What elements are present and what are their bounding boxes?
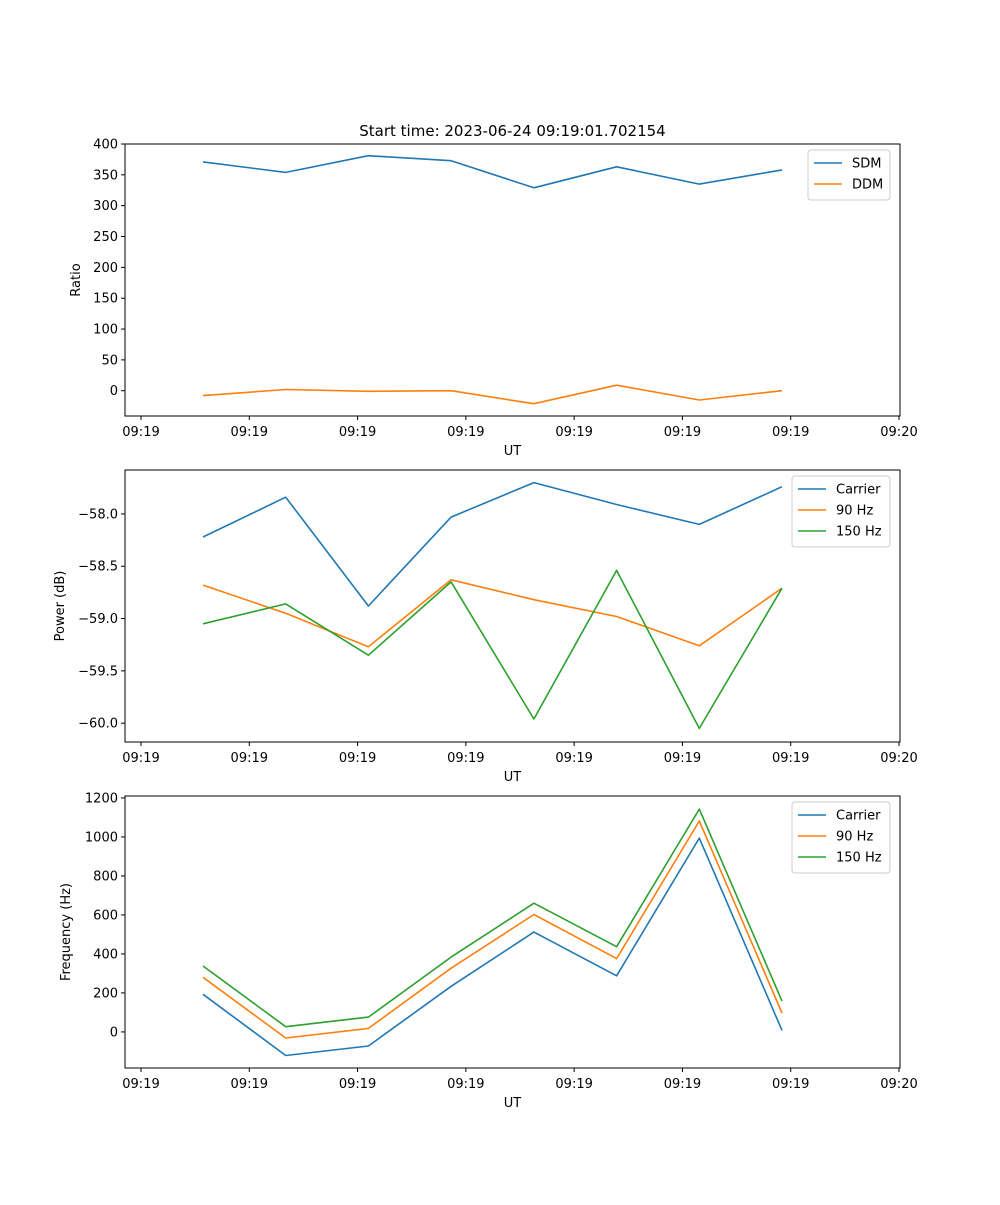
legend-label: SDM xyxy=(852,157,881,172)
y-tick-label: −59.5 xyxy=(78,664,118,679)
y-tick-label: 350 xyxy=(93,168,118,183)
x-tick-label: 09:19 xyxy=(122,1077,159,1092)
series-line-ddm xyxy=(202,384,783,405)
y-tick-label: −60.0 xyxy=(78,717,118,732)
x-tick-label: 09:19 xyxy=(772,751,809,766)
axes-frame xyxy=(124,143,901,417)
y-tick-label: 1200 xyxy=(85,791,118,806)
y-tick-label: 600 xyxy=(93,908,118,923)
x-tick-label: 09:19 xyxy=(555,1077,592,1092)
legend: Carrier 90 Hz 150 Hz xyxy=(791,475,891,548)
x-axis-label: UT xyxy=(504,1096,522,1111)
x-tick-label: 09:20 xyxy=(880,1077,917,1092)
x-tick-label: 09:20 xyxy=(880,425,917,440)
x-tick-label: 09:19 xyxy=(772,425,809,440)
x-tick-label: 09:19 xyxy=(122,751,159,766)
legend: Carrier 90 Hz 150 Hz xyxy=(791,801,891,874)
x-axis-label: UT xyxy=(504,770,522,785)
axes-frame xyxy=(124,469,901,743)
legend-box xyxy=(791,475,891,548)
y-tick-label: −58.0 xyxy=(78,507,118,522)
legend-label: 150 Hz xyxy=(836,851,882,866)
y-tick-label: 250 xyxy=(93,230,118,245)
x-tick-label: 09:19 xyxy=(231,425,268,440)
y-tick-label: 0 xyxy=(110,1025,118,1040)
x-tick-label: 09:19 xyxy=(122,425,159,440)
series-line-sdm xyxy=(202,154,783,189)
x-tick-label: 09:19 xyxy=(231,751,268,766)
y-tick-label: 200 xyxy=(93,986,118,1001)
x-tick-label: 09:19 xyxy=(339,425,376,440)
x-tick-label: 09:19 xyxy=(555,751,592,766)
x-tick-label: 09:19 xyxy=(555,425,592,440)
panel-2: 09:19 09:19 09:19 09:19 09:19 09:19 09:19 09:20… xyxy=(53,469,918,785)
y-axis-label: Ratio xyxy=(69,263,84,296)
y-axis-label: Frequency (Hz) xyxy=(59,883,74,981)
y-tick-label: 400 xyxy=(93,947,118,962)
panel-1: 09:19 09:19 09:19 09:19 09:19 09:19 09:19 09:20… xyxy=(69,138,918,460)
x-tick-label: 09:19 xyxy=(664,1077,701,1092)
y-tick-label: 200 xyxy=(93,261,118,276)
x-tick-label: 09:19 xyxy=(231,1077,268,1092)
legend-label: 90 Hz xyxy=(836,504,873,519)
y-tick-label: 800 xyxy=(93,869,118,884)
x-tick-label: 09:19 xyxy=(339,1077,376,1092)
x-tick-label: 09:19 xyxy=(447,425,484,440)
y-tick-label: −59.0 xyxy=(78,612,118,627)
x-axis-label: UT xyxy=(504,444,522,459)
legend-label: DDM xyxy=(852,178,883,193)
legend: SDM DDM xyxy=(807,149,891,201)
legend-label: 150 Hz xyxy=(836,525,882,540)
y-tick-label: 300 xyxy=(93,199,118,214)
series-line-carrier xyxy=(202,837,783,1057)
y-tick-label: 1000 xyxy=(85,830,118,845)
legend-box xyxy=(791,801,891,874)
y-tick-label: 0 xyxy=(110,384,118,399)
series-line-90-hz xyxy=(202,820,783,1039)
chart-title: Start time: 2023-06-24 09:19:01.702154 xyxy=(359,122,665,140)
y-tick-label: 50 xyxy=(101,353,118,368)
x-tick-label: 09:20 xyxy=(880,751,917,766)
y-tick-label: 100 xyxy=(93,323,118,338)
y-tick-label: 150 xyxy=(93,292,118,307)
series-line-150-hz xyxy=(202,808,783,1028)
x-tick-label: 09:19 xyxy=(664,751,701,766)
x-tick-label: 09:19 xyxy=(664,425,701,440)
y-axis-label: Power (dB) xyxy=(53,571,68,642)
x-tick-label: 09:19 xyxy=(447,1077,484,1092)
y-tick-label: 400 xyxy=(93,138,118,153)
axes-frame xyxy=(124,795,901,1069)
series-line-90-hz xyxy=(202,578,783,648)
legend-label: 90 Hz xyxy=(836,830,873,845)
x-tick-label: 09:19 xyxy=(772,1077,809,1092)
x-tick-label: 09:19 xyxy=(339,751,376,766)
legend-label: Carrier xyxy=(836,483,881,498)
series-line-150-hz xyxy=(202,569,783,730)
legend-label: Carrier xyxy=(836,809,881,824)
panel-3: 09:19 09:19 09:19 09:19 09:19 09:19 09:19 09:20… xyxy=(59,791,918,1111)
y-tick-label: −58.5 xyxy=(78,560,118,575)
series-line-carrier xyxy=(202,481,783,607)
x-tick-label: 09:19 xyxy=(447,751,484,766)
